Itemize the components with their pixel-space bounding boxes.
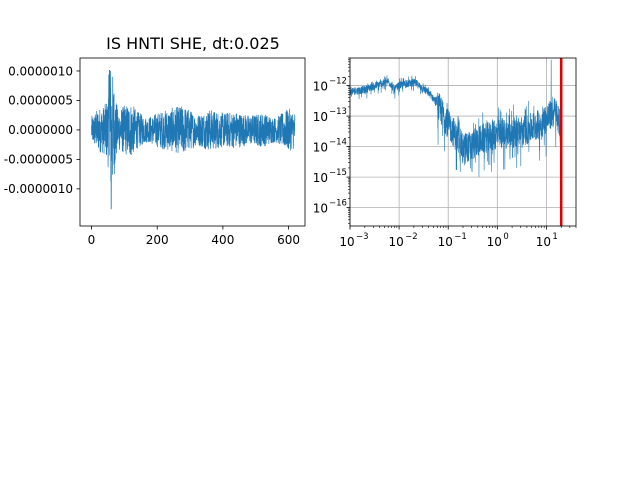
x-tick-exponent: −3: [356, 232, 369, 242]
y-tick-label: 10: [313, 80, 328, 94]
x-tick-exponent: 1: [552, 232, 557, 242]
x-tick-label: 10: [339, 235, 354, 249]
y-tick-exponent: −13: [329, 107, 347, 117]
y-tick-label: -0.0000010: [4, 182, 73, 196]
y-tick-label: 10: [313, 171, 328, 185]
y-tick-exponent: −14: [329, 138, 347, 148]
x-tick-label: 0: [88, 233, 96, 247]
chart-title: IS HNTI SHE, dt:0.025: [106, 34, 280, 53]
y-tick-label: 0.0000010: [8, 64, 73, 78]
y-tick-label: 10: [313, 141, 328, 155]
x-tick-label: 200: [146, 233, 169, 247]
y-tick-label: 0.0000000: [8, 123, 73, 137]
x-tick-label: 600: [277, 233, 300, 247]
x-tick-label: 10: [536, 235, 551, 249]
x-tick-exponent: 0: [503, 232, 508, 242]
y-tick-label: 10: [313, 110, 328, 124]
x-tick-label: 10: [438, 235, 453, 249]
x-tick-label: 10: [487, 235, 502, 249]
x-tick-label: 10: [388, 235, 403, 249]
y-tick-exponent: −15: [329, 168, 347, 178]
x-tick-label: 400: [211, 233, 234, 247]
x-tick-exponent: −1: [454, 232, 467, 242]
y-tick-exponent: −16: [329, 199, 347, 209]
y-tick-label: -0.0000005: [4, 153, 73, 167]
spectrum-frame: [349, 57, 577, 227]
spectrum-line: [350, 59, 562, 177]
y-tick-exponent: −12: [329, 77, 347, 87]
y-tick-label: 0.0000005: [8, 94, 73, 108]
time-series-axes: 0 200 400 600 0.0000010 0.0000005 0.0000000 -0.…: [4, 57, 306, 247]
y-tick-label: 10: [313, 202, 328, 216]
time-series-frame: [79, 57, 306, 227]
time-series-line: [91, 70, 296, 210]
x-tick-exponent: −2: [405, 232, 418, 242]
